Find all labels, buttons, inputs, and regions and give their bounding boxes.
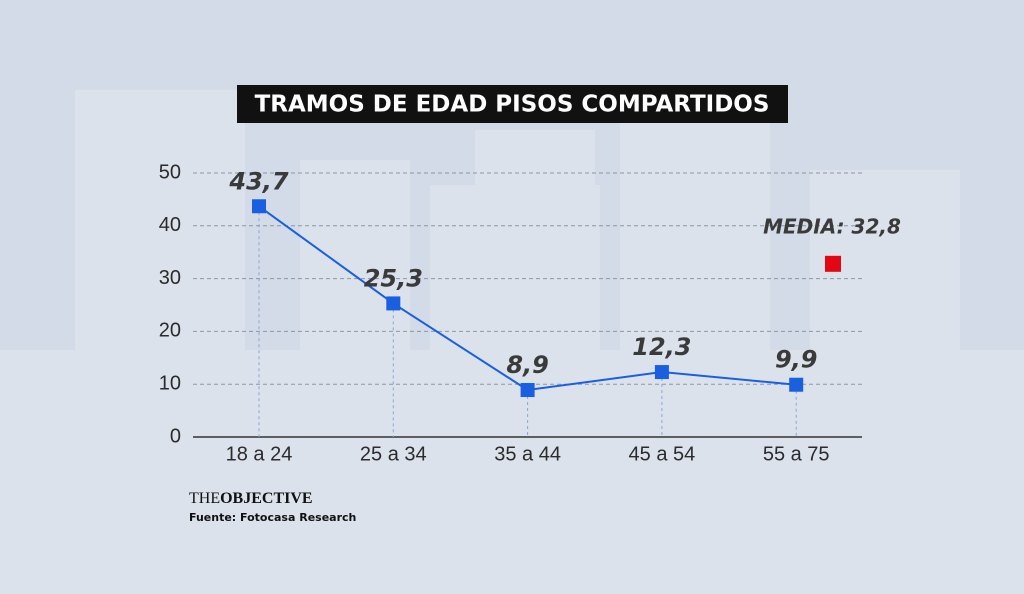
- data-label: 43,7: [228, 167, 289, 195]
- data-label: 25,3: [364, 264, 423, 292]
- marker: [252, 199, 266, 214]
- x-tick-label: 45 a 54: [629, 443, 696, 465]
- marker: [520, 383, 535, 398]
- chart-title: TRAMOS DE EDAD PISOS COMPARTIDOS: [255, 92, 770, 118]
- skyline: [0, 90, 1024, 594]
- x-tick-label: 18 a 24: [226, 443, 293, 465]
- y-tick-label: 10: [159, 372, 181, 394]
- brand: THEOBJECTIVE: [189, 490, 313, 507]
- marker: [654, 365, 669, 380]
- title-box: [237, 85, 788, 123]
- mean-label: MEDIA: 32,8: [763, 215, 901, 239]
- data-label: 12,3: [632, 333, 691, 361]
- x-tick-label: 35 a 44: [494, 443, 561, 465]
- y-tick-label: 40: [159, 214, 181, 236]
- y-tick-label: 50: [159, 161, 181, 183]
- mean-marker: [825, 255, 841, 272]
- data-label: 9,9: [775, 346, 818, 374]
- x-tick-label: 55 a 75: [763, 443, 830, 465]
- y-tick-label: 30: [159, 267, 181, 289]
- data-label: 8,9: [506, 351, 549, 379]
- marker: [789, 377, 804, 392]
- y-tick-label: 20: [159, 320, 181, 342]
- marker: [386, 296, 401, 311]
- x-tick-label: 25 a 34: [360, 443, 427, 465]
- y-tick-label: 0: [170, 425, 181, 447]
- source: Fuente: Fotocasa Research: [189, 511, 356, 524]
